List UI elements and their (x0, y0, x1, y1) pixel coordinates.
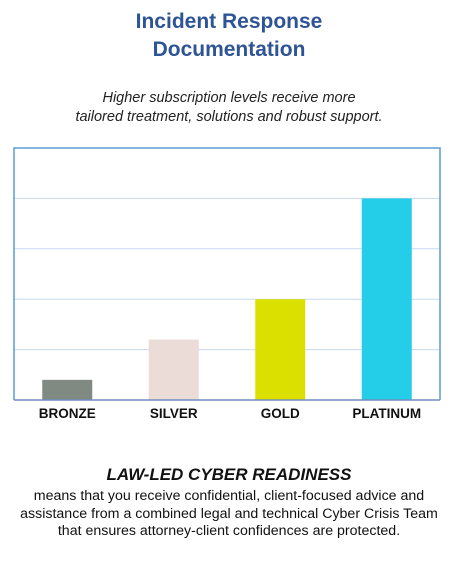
title-line-1: Incident Response (135, 10, 323, 33)
subtitle-line-2: tailored treatment, solutions and robust… (75, 109, 383, 125)
bar-gold (255, 299, 306, 400)
subtitle-line-1: Higher subscription levels receive more (102, 90, 356, 106)
category-label-gold: GOLD (261, 406, 300, 421)
page-title: Incident Response Documentation (0, 8, 458, 64)
subscription-bar-chart: BRONZE SILVER GOLD PLATINUM (13, 147, 441, 421)
bar-platinum (361, 198, 412, 400)
bar-bronze (42, 379, 93, 400)
category-label-platinum: PLATINUM (352, 406, 421, 421)
category-label-bronze: BRONZE (39, 406, 96, 421)
title-line-2: Documentation (152, 38, 306, 61)
section-body: means that you receive confidential, cli… (20, 488, 438, 539)
page-subtitle: Higher subscription levels receive more … (20, 89, 438, 127)
category-label-silver: SILVER (150, 406, 198, 421)
bar-silver (148, 339, 199, 400)
plot-frame (13, 147, 441, 400)
section-heading: LAW-LED CYBER READINESS (106, 465, 352, 484)
